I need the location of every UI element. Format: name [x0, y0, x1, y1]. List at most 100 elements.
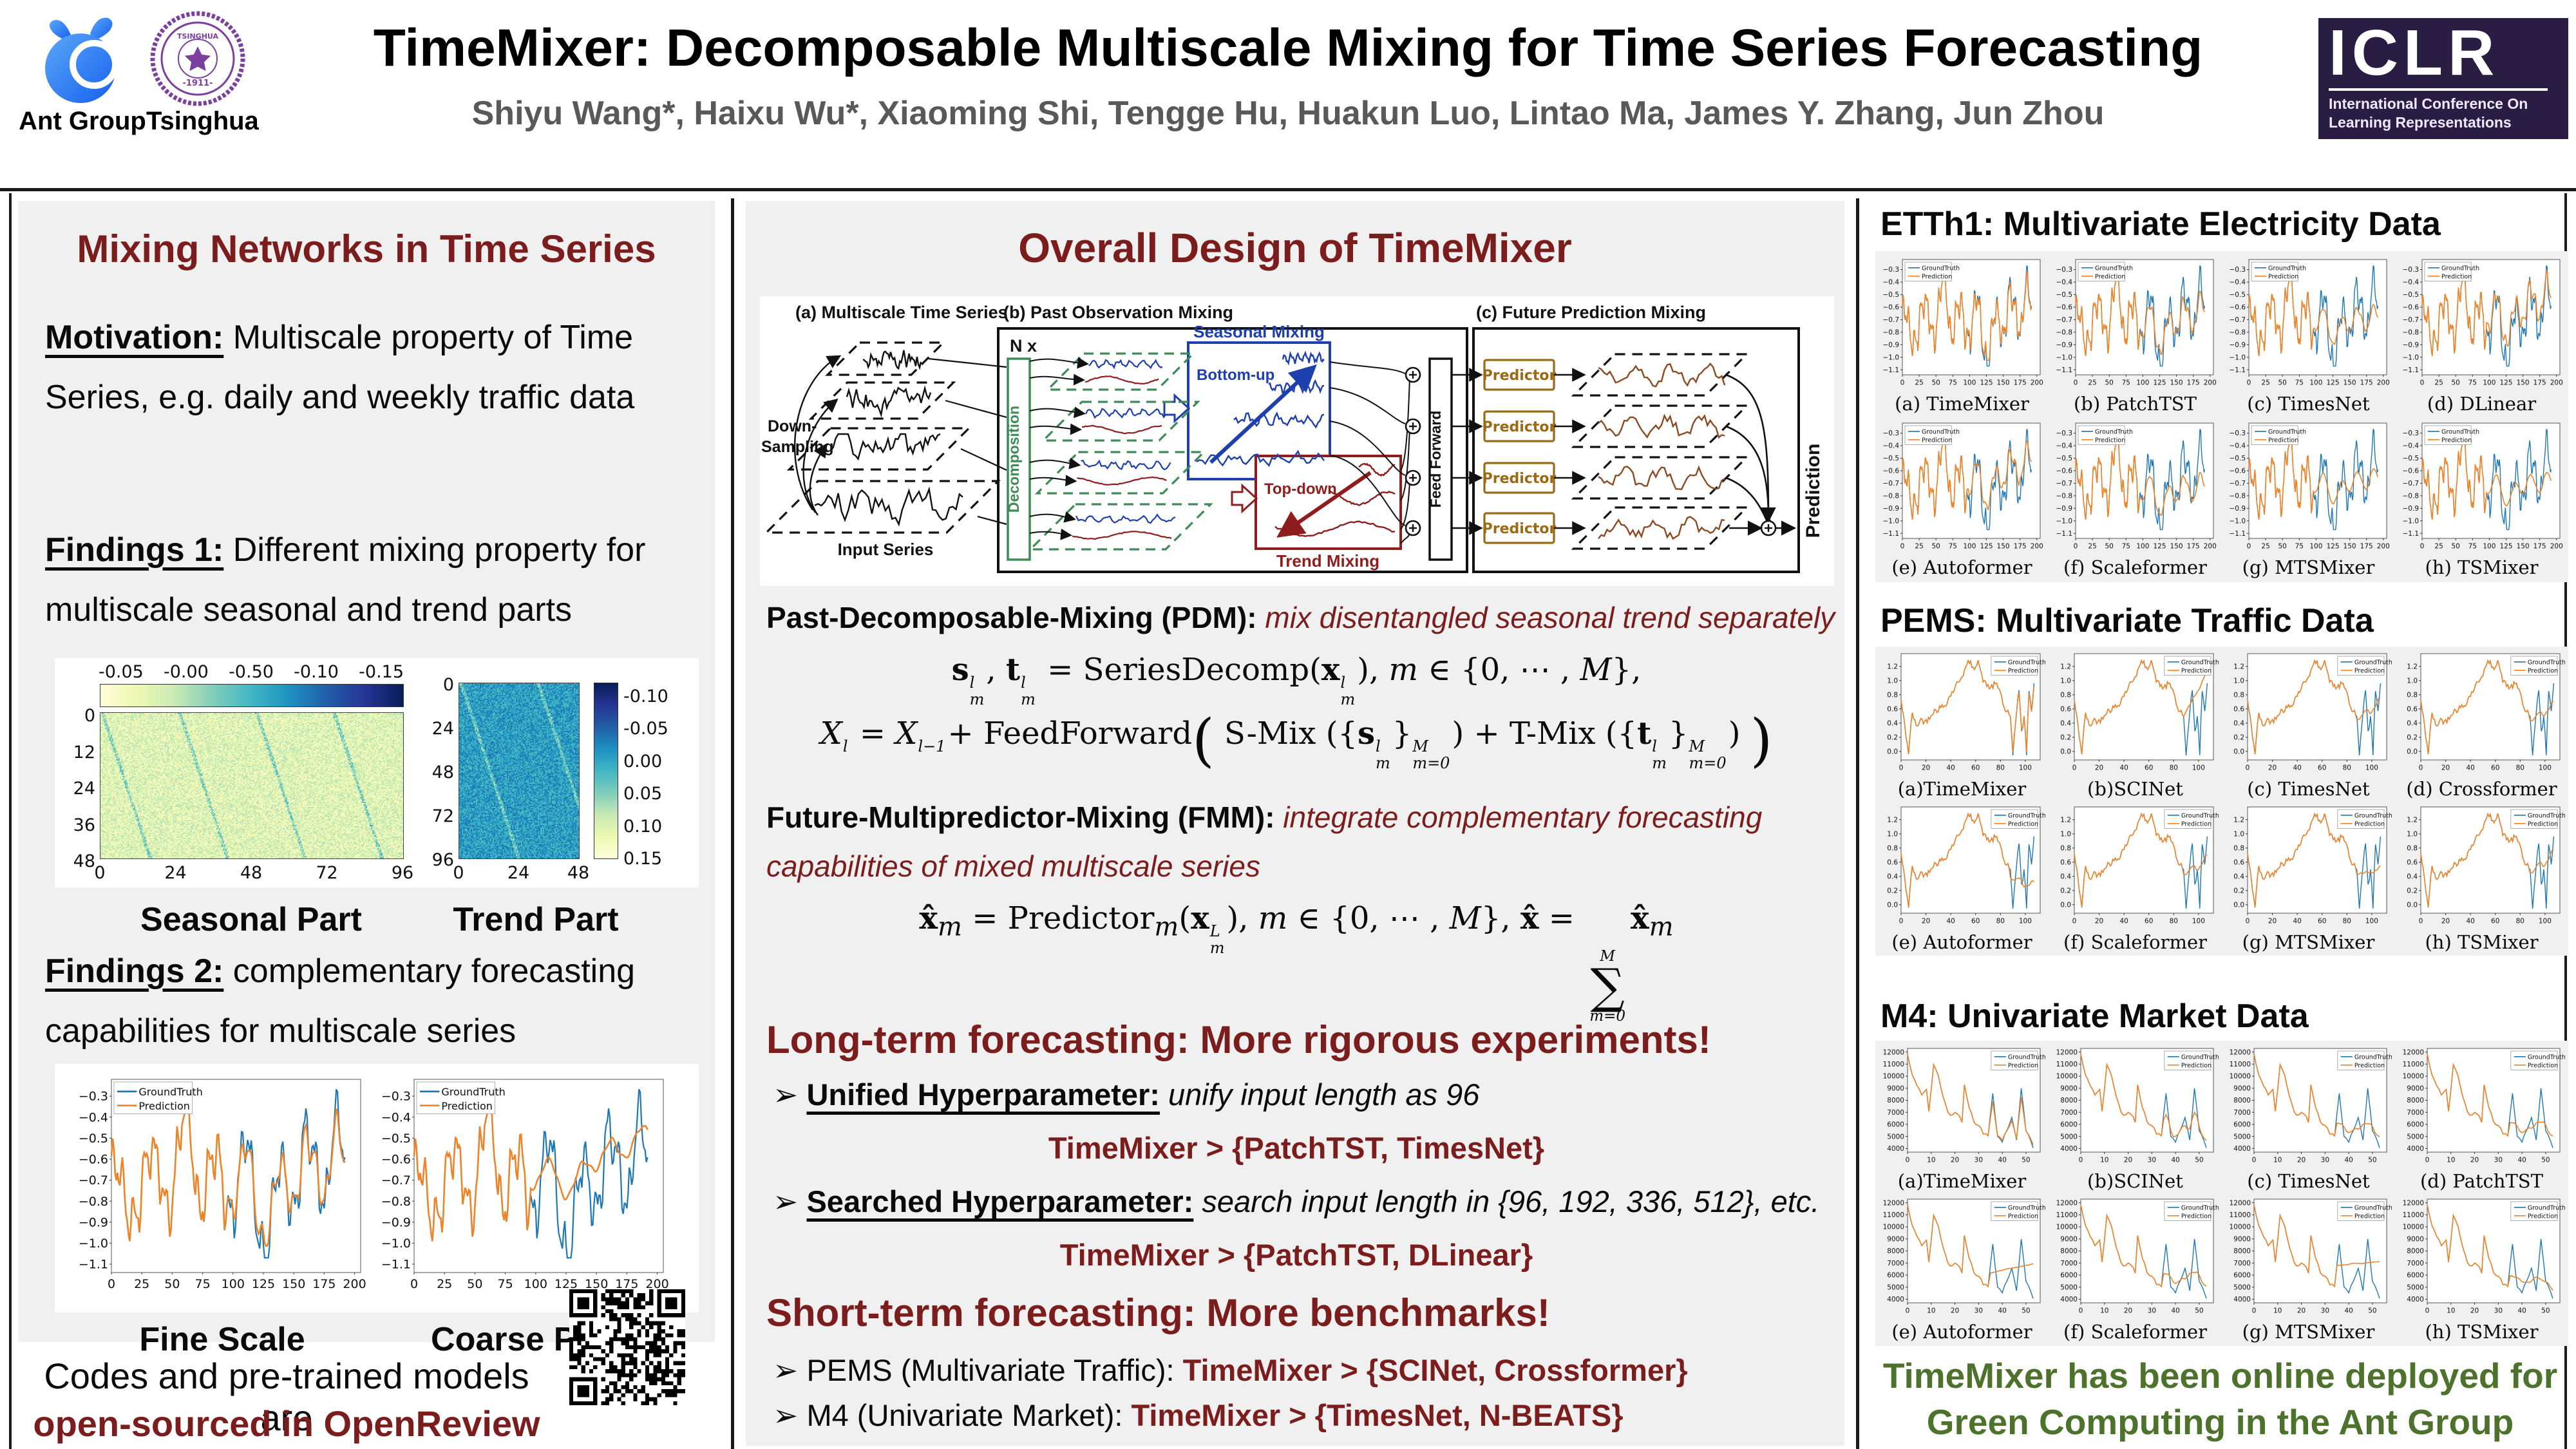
- svg-text:50: 50: [2541, 1307, 2550, 1315]
- svg-text:10: 10: [1927, 1156, 1935, 1164]
- svg-text:175: 175: [312, 1277, 336, 1291]
- svg-text:25: 25: [437, 1277, 452, 1291]
- legend-box: [2251, 425, 2298, 445]
- svg-text:−0.6: −0.6: [2402, 304, 2419, 312]
- svg-text:−0.4: −0.4: [2402, 279, 2419, 287]
- svg-text:−0.7: −0.7: [1882, 480, 1899, 488]
- svg-text:1.2: 1.2: [2233, 816, 2244, 824]
- mini-plot-cell: −0.3 −0.4 −0.5 −0.6 −0.7 −0.8 −0.9 −1.0 −1.1 0 25 5…: [2399, 419, 2565, 578]
- svg-text:20: 20: [1950, 1307, 1958, 1315]
- svg-text:0: 0: [2246, 543, 2251, 551]
- pdm-label: Past-Decomposable-Mixing (PDM):: [766, 601, 1257, 634]
- svg-text:100: 100: [2309, 379, 2322, 387]
- svg-text:8000: 8000: [2060, 1247, 2078, 1255]
- svg-text:20: 20: [2123, 1307, 2132, 1315]
- legend-label: Prediction: [2181, 667, 2211, 674]
- seasonal-caption: Seasonal Part: [140, 901, 362, 938]
- finding2-chart: −0.3 −0.4 −0.5 −0.6 −0.7 −0.8 −0.9 −1.0 −1.1 0 25 5…: [74, 1073, 367, 1303]
- heatmap-tick-label: 24: [73, 779, 95, 799]
- deploy-line1: TimeMixer has been online deployed for: [1882, 1356, 2558, 1396]
- svg-text:200: 200: [2030, 379, 2043, 387]
- svg-text:0.2: 0.2: [2233, 887, 2244, 895]
- iclr-line1: International Conference On: [2329, 95, 2528, 112]
- top-down-label: Top-down: [1264, 480, 1337, 498]
- svg-text:200: 200: [2376, 543, 2389, 551]
- svg-text:12000: 12000: [1882, 1200, 1904, 1208]
- svg-text:−0.8: −0.8: [2402, 493, 2419, 500]
- svg-text:125: 125: [252, 1277, 275, 1291]
- svg-text:11000: 11000: [2402, 1211, 2423, 1219]
- m4-heading: M4: Univariate Market Data: [1880, 998, 2309, 1035]
- svg-text:−0.3: −0.3: [79, 1090, 108, 1104]
- svg-text:100: 100: [2192, 764, 2204, 772]
- prediction-line: [2073, 659, 2208, 755]
- svg-text:40: 40: [2119, 918, 2128, 925]
- svg-text:−1.0: −1.0: [381, 1236, 411, 1251]
- legend-label: Prediction: [2007, 1213, 2038, 1220]
- line-chart: −0.3 −0.4 −0.5 −0.6 −0.7 −0.8 −0.9 −1.0 −1.10 25 5…: [2229, 422, 2389, 551]
- prediction-line: [2246, 659, 2380, 755]
- heatmap-tick-label: -0.05: [623, 719, 668, 739]
- legend-box: [1904, 261, 1952, 281]
- svg-text:40: 40: [1946, 764, 1955, 772]
- svg-text:10000: 10000: [2402, 1224, 2423, 1231]
- heatmap-tick-label: 72: [316, 863, 338, 883]
- svg-text:0: 0: [1899, 764, 1903, 772]
- line-chart: 0.0 0.2 0.4 0.6 0.8 1.0 1.2 0 20 40 60 80 100 GroundT…: [1887, 653, 2045, 772]
- motivation-text: Motivation: Multiscale property of Time …: [45, 319, 635, 416]
- svg-text:5000: 5000: [2233, 1284, 2251, 1292]
- mini-plot-cell: 0.0 0.2 0.4 0.6 0.8 1.0 1.2 0 20 40 60 80 100 GroundT…: [2052, 649, 2219, 800]
- pems-grid: 0.0 0.2 0.4 0.6 0.8 1.0 1.2 0 20 40 60 80 100 GroundT…: [1875, 647, 2568, 956]
- svg-text:60: 60: [2145, 764, 2153, 772]
- line-chart: −0.3 −0.4 −0.5 −0.6 −0.7 −0.8 −0.9 −1.0 −1.10 25 5…: [2402, 259, 2562, 387]
- svg-text:−0.6: −0.6: [79, 1153, 108, 1167]
- iclr-rule: [2329, 88, 2548, 91]
- svg-text:7000: 7000: [2233, 1260, 2251, 1267]
- iclr-line2: Learning Representations: [2329, 113, 2512, 131]
- svg-text:0: 0: [2078, 1156, 2083, 1164]
- svg-text:−0.8: −0.8: [2229, 329, 2246, 337]
- svg-text:25: 25: [2434, 379, 2443, 387]
- svg-text:0.0: 0.0: [2233, 748, 2244, 755]
- svg-text:20: 20: [2094, 764, 2103, 772]
- svg-text:8000: 8000: [2233, 1247, 2251, 1255]
- line-chart: 4000 5000 6000 7000 8000 9000 10000 11000 12000 0…: [2402, 1048, 2565, 1164]
- mini-plot-cell: 0.0 0.2 0.4 0.6 0.8 1.0 1.2 0 20 40 60 80 100 GroundT…: [2226, 649, 2392, 800]
- mini-plot-caption: (h) TSMixer: [2425, 931, 2539, 953]
- mini-plot-cell: 0.0 0.2 0.4 0.6 0.8 1.0 1.2 0 20 40 60 80 100 GroundT…: [1879, 802, 2045, 953]
- svg-text:−0.5: −0.5: [2229, 291, 2246, 299]
- svg-text:50: 50: [2195, 1156, 2203, 1164]
- line-chart: 4000 5000 6000 7000 8000 9000 10000 11000 12000 0…: [2229, 1048, 2392, 1164]
- svg-text:0.4: 0.4: [1887, 873, 1898, 880]
- svg-text:200: 200: [645, 1277, 668, 1291]
- heatmap-tick-label: 24: [507, 863, 530, 883]
- svg-text:75: 75: [2121, 379, 2130, 387]
- svg-text:0.8: 0.8: [2060, 844, 2071, 852]
- svg-text:40: 40: [2517, 1307, 2526, 1315]
- svg-text:40: 40: [2344, 1307, 2353, 1315]
- svg-text:−0.7: −0.7: [381, 1173, 411, 1188]
- predictor-label: Predictor: [1482, 419, 1557, 435]
- svg-text:−0.9: −0.9: [2056, 341, 2072, 349]
- svg-text:125: 125: [1980, 543, 1993, 551]
- decomposition-label: Decomposition: [1005, 406, 1022, 513]
- svg-text:0.4: 0.4: [2407, 719, 2418, 727]
- svg-text:0.0: 0.0: [2407, 901, 2418, 909]
- mini-plot-caption: (b)SCINet: [2087, 778, 2183, 800]
- svg-text:40: 40: [1946, 918, 1955, 925]
- svg-text:12000: 12000: [2229, 1048, 2250, 1056]
- line-chart: 0.0 0.2 0.4 0.6 0.8 1.0 1.2 0 20 40 60 80 100 GroundT…: [2233, 806, 2392, 925]
- svg-text:125: 125: [1980, 379, 1993, 387]
- svg-text:10000: 10000: [1882, 1072, 1904, 1080]
- svg-text:75: 75: [2468, 543, 2476, 551]
- svg-text:75: 75: [194, 1277, 210, 1291]
- svg-text:−0.3: −0.3: [1882, 430, 1899, 437]
- svg-text:1.2: 1.2: [1887, 816, 1898, 824]
- finding2-chart: −0.3 −0.4 −0.5 −0.6 −0.7 −0.8 −0.9 −1.0 −1.1 0 25 5…: [377, 1073, 670, 1303]
- svg-text:80: 80: [1996, 764, 2004, 772]
- waveform-icon: [1084, 375, 1159, 385]
- svg-text:0.0: 0.0: [2407, 748, 2418, 755]
- prediction-scale-parallelogram: [1571, 404, 1750, 448]
- heatmap-tick-label: 0.15: [623, 849, 663, 869]
